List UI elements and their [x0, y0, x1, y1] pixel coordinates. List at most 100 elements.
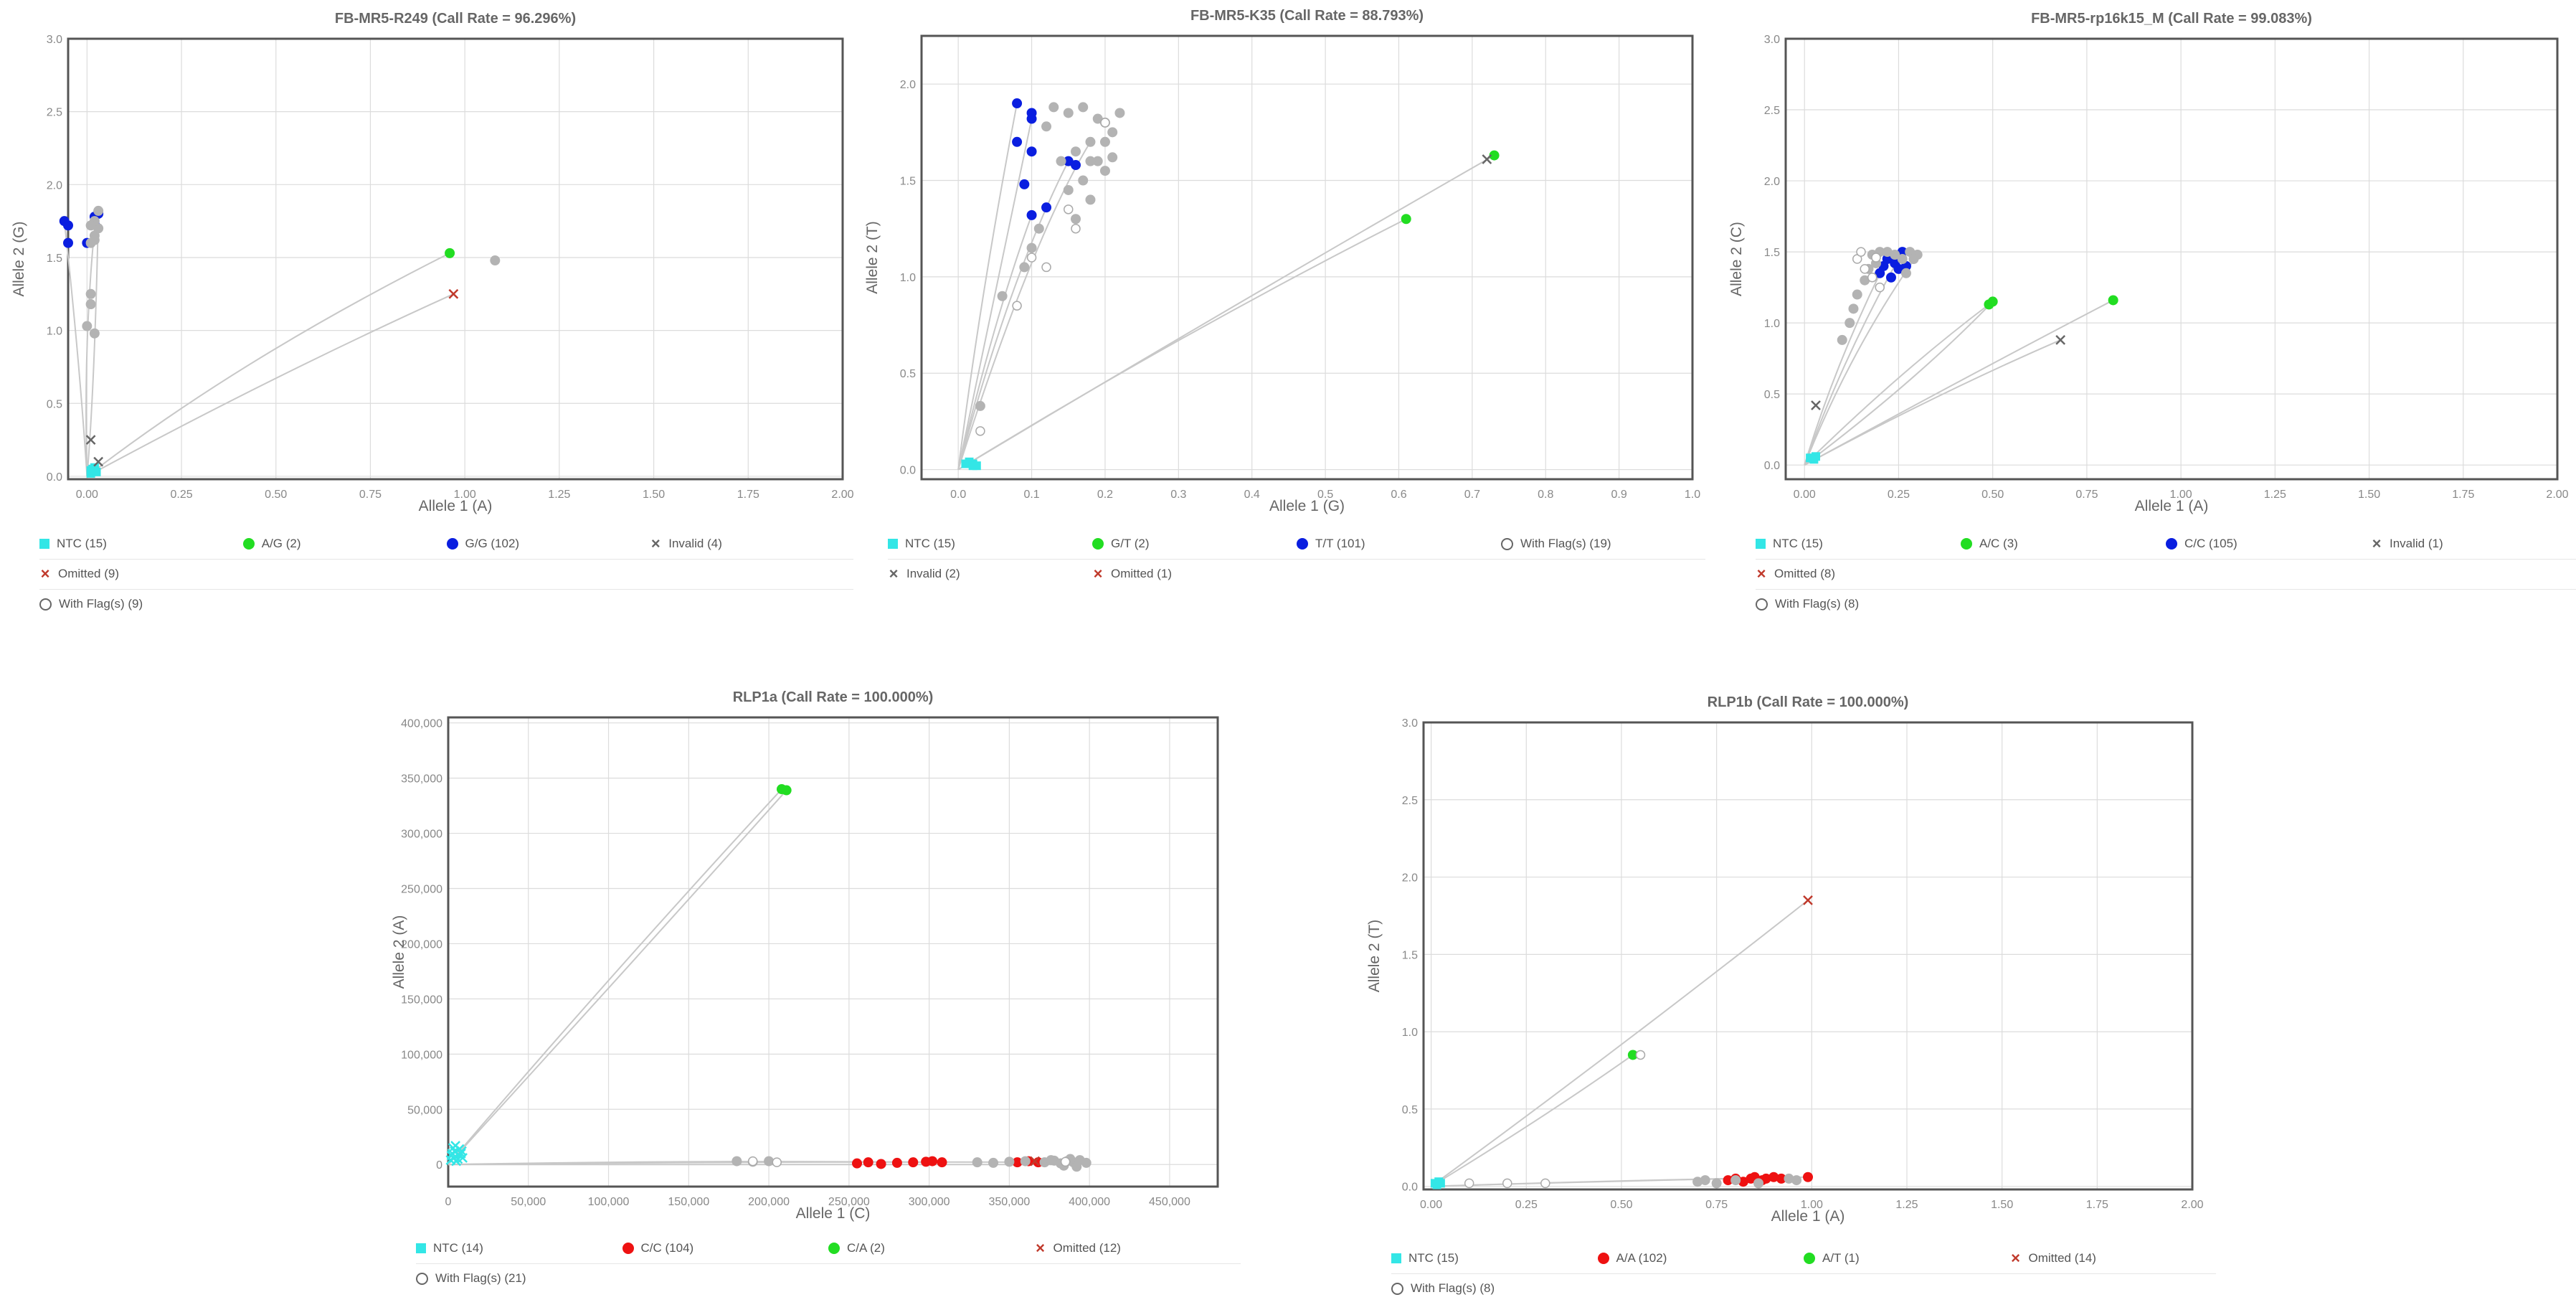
- point-grey[interactable]: [1020, 1156, 1031, 1166]
- point-c-c[interactable]: [1885, 272, 1896, 283]
- point-grey[interactable]: [1908, 254, 1919, 264]
- point-grey[interactable]: [1041, 121, 1052, 132]
- point-grey[interactable]: [1711, 1178, 1722, 1189]
- legend-item-c-c-104[interactable]: C/C (104): [622, 1241, 693, 1255]
- point-grey[interactable]: [1845, 318, 1855, 329]
- point-a-a[interactable]: [1738, 1177, 1748, 1187]
- point-grey[interactable]: [1852, 289, 1862, 300]
- point-omitted[interactable]: [1030, 1156, 1041, 1166]
- legend-item-with-flag-s-9[interactable]: With Flag(s) (9): [39, 597, 143, 611]
- point-c-c[interactable]: [927, 1156, 938, 1166]
- legend-item-omitted-12[interactable]: × Omitted (12): [1035, 1240, 1121, 1256]
- point-grey[interactable]: [1063, 108, 1074, 118]
- point-flagged[interactable]: [1867, 272, 1877, 283]
- point-grey[interactable]: [1890, 250, 1900, 260]
- point-a-c[interactable]: [2108, 295, 2118, 306]
- point-flagged[interactable]: [1012, 301, 1022, 311]
- point-grey[interactable]: [1071, 214, 1081, 225]
- legend-item-ntc-15[interactable]: NTC (15): [1391, 1251, 1459, 1265]
- point-a-c[interactable]: [1987, 296, 1998, 307]
- point-invalid[interactable]: [85, 435, 96, 445]
- legend-item-with-flag-s-21[interactable]: With Flag(s) (21): [416, 1271, 526, 1286]
- point-grey[interactable]: [1700, 1175, 1710, 1186]
- point-ntc[interactable]: [448, 1153, 459, 1163]
- point-grey[interactable]: [1897, 254, 1908, 264]
- point-flagged[interactable]: [1635, 1050, 1646, 1060]
- point-grey[interactable]: [490, 255, 501, 266]
- point-grey[interactable]: [1692, 1177, 1703, 1187]
- point-omitted[interactable]: [448, 288, 459, 299]
- point-flagged[interactable]: [1060, 1156, 1071, 1167]
- point-grey[interactable]: [93, 205, 104, 216]
- point-c-c[interactable]: [937, 1157, 947, 1168]
- point-t-t[interactable]: [1026, 146, 1037, 157]
- point-grey[interactable]: [1791, 1175, 1802, 1186]
- point-c-c[interactable]: [852, 1158, 863, 1169]
- point-grey[interactable]: [85, 299, 96, 310]
- point-grey[interactable]: [1026, 242, 1037, 253]
- legend-item-ntc-14[interactable]: NTC (14): [416, 1241, 483, 1255]
- legend-item-omitted-8[interactable]: × Omitted (8): [1756, 566, 1835, 582]
- point-g-g[interactable]: [63, 237, 73, 248]
- point-grey[interactable]: [1081, 1157, 1092, 1168]
- point-grey[interactable]: [89, 235, 100, 245]
- point-flagged[interactable]: [1860, 264, 1870, 274]
- legend-item-omitted-14[interactable]: × Omitted (14): [2010, 1250, 2096, 1266]
- legend-item-invalid-4[interactable]: × Invalid (4): [650, 536, 722, 552]
- point-c-c[interactable]: [1882, 254, 1893, 264]
- point-flagged[interactable]: [1856, 247, 1866, 257]
- point-grey[interactable]: [1900, 268, 1911, 278]
- legend-item-with-flag-s-8[interactable]: With Flag(s) (8): [1756, 597, 1859, 611]
- point-t-t[interactable]: [1041, 202, 1052, 213]
- legend-item-g-t-2[interactable]: G/T (2): [1092, 537, 1150, 551]
- point-grey[interactable]: [1019, 262, 1030, 273]
- point-grey[interactable]: [1784, 1173, 1794, 1184]
- point-a-a[interactable]: [1768, 1172, 1779, 1182]
- point-flagged[interactable]: [747, 1156, 758, 1166]
- legend-item-g-g-102[interactable]: G/G (102): [446, 537, 519, 551]
- point-a-g[interactable]: [445, 248, 455, 258]
- legend-item-invalid-1[interactable]: × Invalid (1): [2371, 536, 2443, 552]
- point-g-t[interactable]: [1401, 214, 1411, 225]
- point-grey[interactable]: [1099, 166, 1110, 176]
- point-ntc[interactable]: [1436, 1179, 1445, 1188]
- point-invalid[interactable]: [93, 456, 104, 467]
- point-t-t[interactable]: [1071, 160, 1081, 171]
- point-c-c[interactable]: [1012, 1157, 1023, 1168]
- point-a-t[interactable]: [1627, 1050, 1638, 1060]
- point-flagged[interactable]: [1071, 223, 1081, 234]
- point-omitted[interactable]: [1803, 895, 1813, 905]
- point-grey[interactable]: [1078, 175, 1089, 186]
- legend-item-t-t-101[interactable]: T/T (101): [1297, 537, 1365, 551]
- point-flagged[interactable]: [1502, 1178, 1512, 1189]
- point-grey[interactable]: [997, 291, 1008, 301]
- point-grey[interactable]: [975, 400, 985, 411]
- legend-item-c-a-2[interactable]: C/A (2): [828, 1241, 885, 1255]
- point-grey[interactable]: [1860, 275, 1870, 286]
- legend-item-a-g-2[interactable]: A/G (2): [242, 537, 301, 551]
- legend-item-with-flag-s-8[interactable]: With Flag(s) (8): [1391, 1281, 1495, 1296]
- point-c-a[interactable]: [781, 785, 792, 796]
- point-flagged[interactable]: [1041, 262, 1051, 273]
- point-a-a[interactable]: [1803, 1172, 1813, 1182]
- point-flagged[interactable]: [1026, 253, 1037, 263]
- point-flagged[interactable]: [1100, 118, 1110, 128]
- point-grey[interactable]: [1085, 194, 1096, 205]
- point-grey[interactable]: [1107, 152, 1118, 163]
- point-a-a[interactable]: [1761, 1173, 1771, 1184]
- legend-item-omitted-9[interactable]: × Omitted (9): [39, 566, 119, 582]
- point-flagged[interactable]: [772, 1157, 782, 1167]
- point-ntc[interactable]: [86, 466, 95, 475]
- point-grey[interactable]: [85, 288, 96, 299]
- point-c-c[interactable]: [863, 1157, 873, 1168]
- point-c-c[interactable]: [1897, 247, 1908, 258]
- point-grey[interactable]: [1099, 136, 1110, 147]
- point-grey[interactable]: [1848, 303, 1859, 314]
- point-grey[interactable]: [89, 328, 100, 339]
- point-flagged[interactable]: [1064, 204, 1074, 215]
- point-c-c[interactable]: [1890, 258, 1900, 268]
- legend-item-with-flag-s-19[interactable]: With Flag(s) (19): [1501, 537, 1611, 551]
- point-c-c[interactable]: [891, 1157, 902, 1168]
- point-grey[interactable]: [764, 1156, 775, 1166]
- point-grey[interactable]: [1085, 136, 1096, 147]
